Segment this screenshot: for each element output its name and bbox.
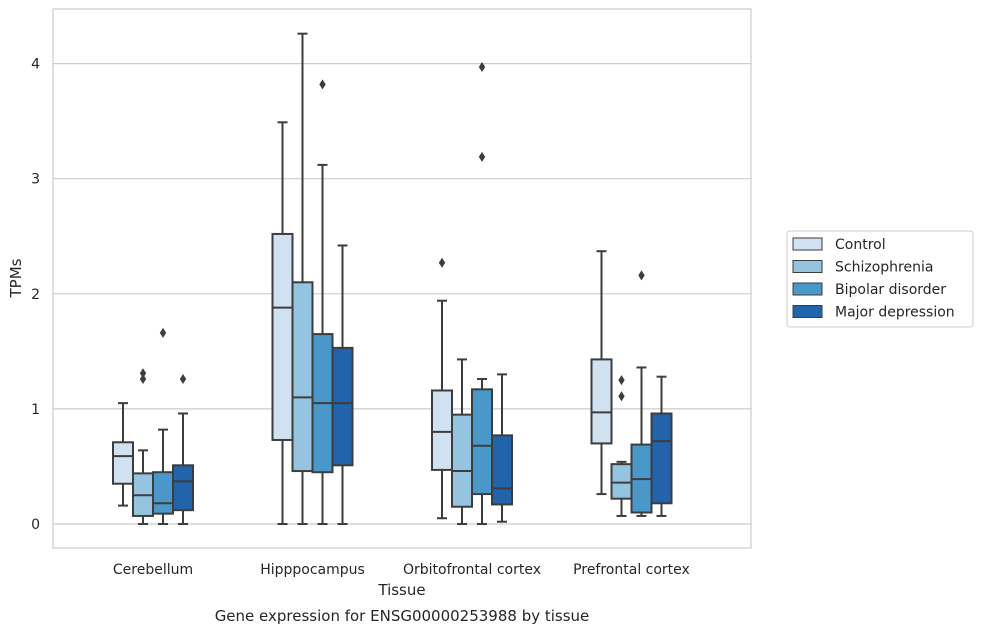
y-tick-label: 3	[31, 172, 40, 188]
iqr-box	[610, 463, 633, 500]
outlier-point	[438, 257, 446, 268]
iqr-box	[152, 471, 174, 515]
box-bipolar-disorder	[471, 62, 493, 525]
legend-label: Major depression	[835, 305, 955, 321]
outlier-point	[139, 368, 147, 379]
legend-swatch	[792, 260, 823, 273]
iqr-box	[590, 358, 613, 445]
legend-swatch	[792, 237, 823, 251]
legend-swatch	[792, 305, 823, 318]
iqr-box	[172, 464, 194, 512]
x-tick-label: Cerebellum	[113, 562, 193, 578]
x-tick-label: Prefrontal cortex	[573, 562, 690, 578]
legend-label: Control	[835, 237, 886, 253]
plot-frame	[52, 8, 752, 549]
box-major-depression	[650, 375, 673, 517]
box-control	[112, 402, 134, 507]
outlier-point	[319, 79, 326, 90]
box-bipolar-disorder	[630, 270, 653, 517]
iqr-box	[471, 388, 493, 496]
box-schizophrenia	[132, 368, 154, 525]
iqr-box	[291, 281, 314, 473]
y-gridlines	[53, 62, 751, 525]
legend-swatch	[792, 282, 823, 296]
outlier-point	[618, 375, 625, 386]
y-tick-labels: 0 1 2 3 4	[31, 57, 40, 533]
outlier-point	[179, 373, 187, 384]
iqr-box	[491, 434, 513, 506]
box-control	[431, 257, 453, 520]
box-major-depression	[331, 244, 354, 525]
x-axis-label: Tissue	[377, 581, 425, 599]
x-tick-label: Orbitofrontal cortex	[403, 562, 541, 578]
box-schizophrenia	[451, 358, 473, 525]
box-major-depression	[172, 373, 194, 525]
box-schizophrenia	[610, 375, 633, 517]
outlier-point	[478, 151, 486, 162]
outlier-point	[618, 391, 625, 402]
iqr-box	[331, 346, 354, 467]
legend-label: Schizophrenia	[835, 260, 933, 276]
iqr-box	[431, 389, 453, 471]
y-tick-label: 4	[31, 57, 40, 73]
outlier-point	[478, 62, 486, 73]
y-tick-label: 1	[31, 402, 40, 418]
iqr-box	[271, 232, 294, 441]
box-control	[271, 121, 294, 525]
box-control	[590, 250, 613, 496]
outlier-point	[139, 373, 147, 384]
y-tick-label: 2	[31, 287, 40, 303]
box-schizophrenia	[291, 32, 314, 525]
legend-frame	[786, 230, 974, 328]
box-groups	[112, 32, 673, 525]
x-tick-label: Hipppocampus	[260, 562, 365, 578]
iqr-box	[112, 441, 134, 485]
legend-label: Bipolar disorder	[835, 282, 946, 298]
x-tick-labels: Cerebellum Hipppocampus Orbitofrontal cort…	[113, 562, 690, 578]
legend: Control Schizophrenia Bipolar disorder Majo…	[786, 230, 974, 328]
chart-caption: Gene expression for ENSG00000253988 by t…	[215, 607, 590, 625]
outlier-point	[159, 327, 167, 338]
box-major-depression	[491, 373, 513, 523]
box-bipolar-disorder	[311, 79, 334, 525]
iqr-box	[650, 412, 673, 505]
y-axis-label: TPMs	[7, 258, 25, 298]
y-tick-label: 0	[31, 517, 40, 533]
iqr-box	[451, 413, 473, 508]
box-bipolar-disorder	[152, 327, 174, 525]
outlier-point	[638, 270, 645, 281]
